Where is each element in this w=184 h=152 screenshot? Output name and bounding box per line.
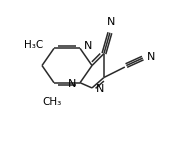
Text: H₃C: H₃C	[24, 40, 43, 50]
Text: N: N	[68, 79, 76, 89]
Text: N: N	[84, 41, 92, 51]
Text: CH₃: CH₃	[43, 97, 62, 107]
Text: N: N	[96, 84, 104, 94]
Text: N: N	[107, 17, 116, 27]
Text: N: N	[146, 52, 155, 62]
